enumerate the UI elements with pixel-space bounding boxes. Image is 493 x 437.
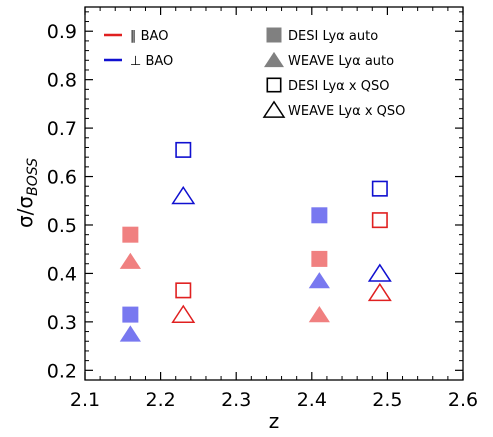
filled-triangle-par-point <box>308 306 330 323</box>
x-tick-label: 2.1 <box>70 389 100 411</box>
tick-labels: 2.1 2.2 2.3 2.4 2.5 2.6 0.2 0.3 0.4 0.5 0.6 0.7 0.8 0… <box>47 21 478 411</box>
open-triangle-par-point <box>171 304 196 323</box>
legend-survey-label: DESI Lyα auto <box>288 29 378 44</box>
filled-triangle-perp-point <box>308 272 330 289</box>
open-square-perp-point <box>371 180 388 197</box>
open-triangle-perp-point <box>171 185 196 205</box>
x-axis-label: z <box>269 409 280 433</box>
open-square-par-point <box>175 282 192 299</box>
filled-square-perp-point <box>311 207 328 224</box>
legend-surveys: DESI Lyα auto WEAVE Lyα auto DESI Lyα x QS… <box>262 27 405 119</box>
x-tick-label: 2.4 <box>297 389 327 411</box>
legend-component-label: ⊥ BAO <box>130 54 173 69</box>
x-tick-label: 2.5 <box>372 389 402 411</box>
open-triangle-perp-point <box>367 263 392 282</box>
y-tick-label: 0.8 <box>47 70 77 92</box>
filled-triangle-par-point <box>119 252 141 269</box>
x-tick-label: 2.2 <box>145 389 175 411</box>
tick-marks <box>84 7 464 381</box>
plot-frame <box>84 6 464 381</box>
y-tick-label: 0.5 <box>47 215 77 237</box>
y-tick-label: 0.6 <box>47 167 77 189</box>
legend-component-label: ∥ BAO <box>130 29 168 44</box>
filled-square-par-point <box>122 226 139 243</box>
x-tick-label: 2.6 <box>448 389 478 411</box>
legend-marker-triangle <box>262 100 286 118</box>
open-square-par-point <box>371 212 388 229</box>
open-triangle-par-point <box>367 282 392 302</box>
legend-survey-label: WEAVE Lyα x QSO <box>288 104 405 119</box>
y-axis-label-main: σ/σ <box>13 196 37 228</box>
legend-marker-square <box>266 77 282 93</box>
filled-square-par-point <box>311 250 328 267</box>
y-tick-label: 0.3 <box>47 312 77 334</box>
legend-survey-label: DESI Lyα x QSO <box>288 79 389 94</box>
y-axis-label: σ/σBOSS <box>13 158 41 228</box>
x-tick-label: 2.3 <box>221 389 251 411</box>
y-tick-label: 0.7 <box>47 118 77 140</box>
open-square-perp-point <box>175 141 192 158</box>
filled-triangle-perp-point <box>119 325 141 342</box>
legend-components: ∥ BAO ⊥ BAO <box>104 29 173 69</box>
y-tick-label: 0.9 <box>47 21 77 43</box>
legend-marker-triangle <box>264 51 284 68</box>
y-tick-label: 0.4 <box>47 263 77 285</box>
legend-survey-label: WEAVE Lyα auto <box>288 54 394 69</box>
y-axis-label-subscript: BOSS <box>25 158 41 196</box>
y-tick-label: 0.2 <box>47 360 77 382</box>
legend-marker-square <box>266 27 282 43</box>
data-points <box>119 141 392 342</box>
filled-square-perp-point <box>122 306 139 323</box>
